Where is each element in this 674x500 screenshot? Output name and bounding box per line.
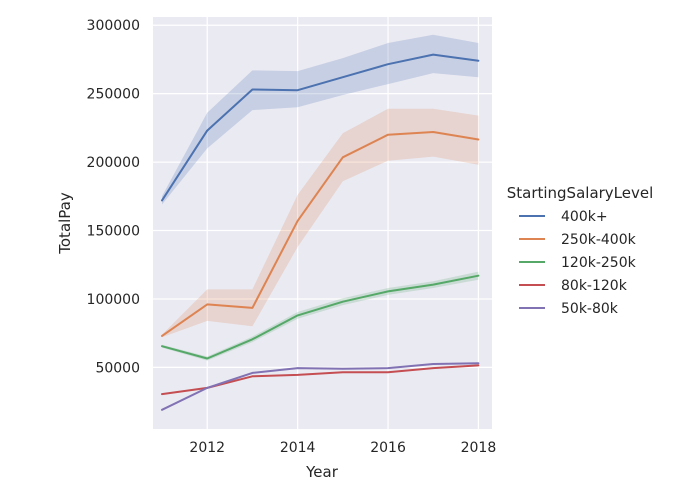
y-tick-label: 100000 (87, 292, 140, 308)
x-tick-label: 2016 (370, 440, 406, 456)
legend-title: StartingSalaryLevel (507, 184, 654, 202)
y-tick-label: 150000 (87, 224, 140, 240)
legend: 400k+ 250k-400k 120k-250k 80k-120k 50k-80k (519, 209, 637, 317)
legend-label: 120k-250k (561, 255, 637, 271)
series-lines (161, 53, 480, 411)
legend-label: 400k+ (561, 209, 608, 225)
legend-label: 250k-400k (561, 232, 637, 248)
x-tick-label: 2018 (461, 440, 497, 456)
y-tick-labels: 50000 100000 150000 200000 250000 300000 (87, 18, 140, 376)
plot-background (153, 17, 492, 429)
legend-label: 80k-120k (561, 278, 628, 294)
legend-label: 50k-80k (561, 301, 619, 317)
x-axis-label: Year (305, 463, 339, 481)
series-line (161, 274, 480, 360)
series-line (161, 362, 480, 411)
x-tick-labels: 2012 2014 2016 2018 (189, 440, 496, 456)
series-line (161, 53, 480, 202)
y-tick-label: 50000 (95, 360, 140, 376)
y-axis-label: TotalPay (56, 192, 74, 255)
y-tick-label: 250000 (87, 87, 140, 103)
x-tick-label: 2014 (280, 440, 316, 456)
x-tick-label: 2012 (189, 440, 225, 456)
confidence-band (162, 271, 479, 361)
confidence-band (162, 34, 479, 205)
grid-lines (153, 17, 492, 429)
y-tick-label: 200000 (87, 155, 140, 171)
series-line (161, 131, 480, 337)
y-tick-label: 300000 (87, 18, 140, 34)
